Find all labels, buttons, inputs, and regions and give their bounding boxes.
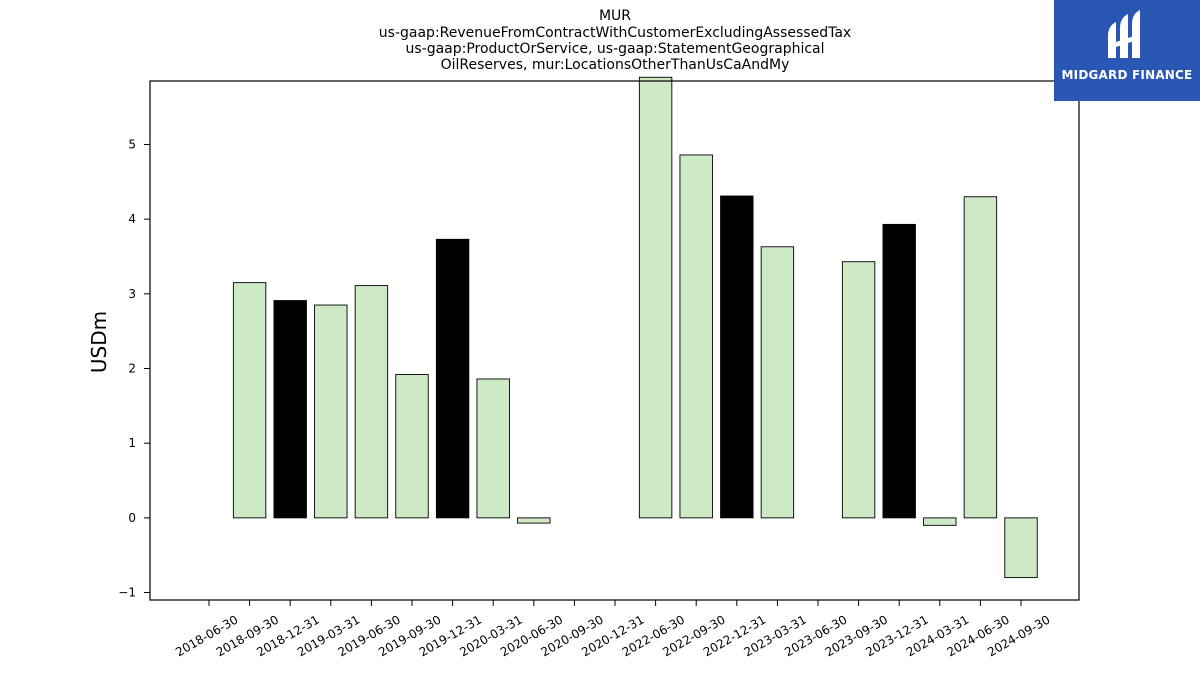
y-axis: −1 0 1 2 3 4 5 xyxy=(118,137,150,600)
chart-title-line: us-gaap:RevenueFromContractWithCustomerE… xyxy=(379,25,851,41)
y-tick-label: 1 xyxy=(128,436,136,450)
bar xyxy=(760,246,795,519)
y-tick-label: 5 xyxy=(128,137,136,151)
bars-group xyxy=(232,76,1038,579)
brand-logo: MIDGARD FINANCE xyxy=(1054,0,1200,101)
y-axis-label: USDm xyxy=(87,311,111,373)
bar xyxy=(517,517,551,524)
bar xyxy=(923,517,957,526)
bar xyxy=(232,282,267,519)
bar xyxy=(354,285,389,519)
midgard-logo-icon xyxy=(1108,10,1140,58)
bar xyxy=(882,223,916,519)
bar xyxy=(679,154,713,519)
bar xyxy=(1004,517,1038,579)
brand-name: MIDGARD FINANCE xyxy=(1061,68,1193,82)
x-axis: 2018-06-302018-09-302018-12-312019-03-31… xyxy=(173,600,1053,659)
y-tick-label: 4 xyxy=(128,212,136,226)
bar xyxy=(841,261,876,519)
y-tick-label: −1 xyxy=(118,586,136,600)
bar xyxy=(435,238,470,519)
y-tick-label: 2 xyxy=(128,362,136,376)
bar xyxy=(963,196,998,519)
bar xyxy=(720,195,754,519)
y-tick-label: 3 xyxy=(128,287,136,301)
bar xyxy=(395,374,429,519)
bar xyxy=(638,76,673,519)
chart-title: MUR us-gaap:RevenueFromContractWithCusto… xyxy=(379,8,851,73)
chart-title-line: MUR xyxy=(599,8,631,24)
bar xyxy=(476,378,510,519)
bar xyxy=(314,304,348,519)
chart-title-line: OilReserves, mur:LocationsOtherThanUsCaA… xyxy=(441,57,790,73)
chart-title-line: us-gaap:ProductOrService, us-gaap:Statem… xyxy=(405,41,824,57)
bar xyxy=(273,300,307,519)
plot-frame xyxy=(149,80,1080,601)
y-tick-label: 0 xyxy=(128,511,136,525)
